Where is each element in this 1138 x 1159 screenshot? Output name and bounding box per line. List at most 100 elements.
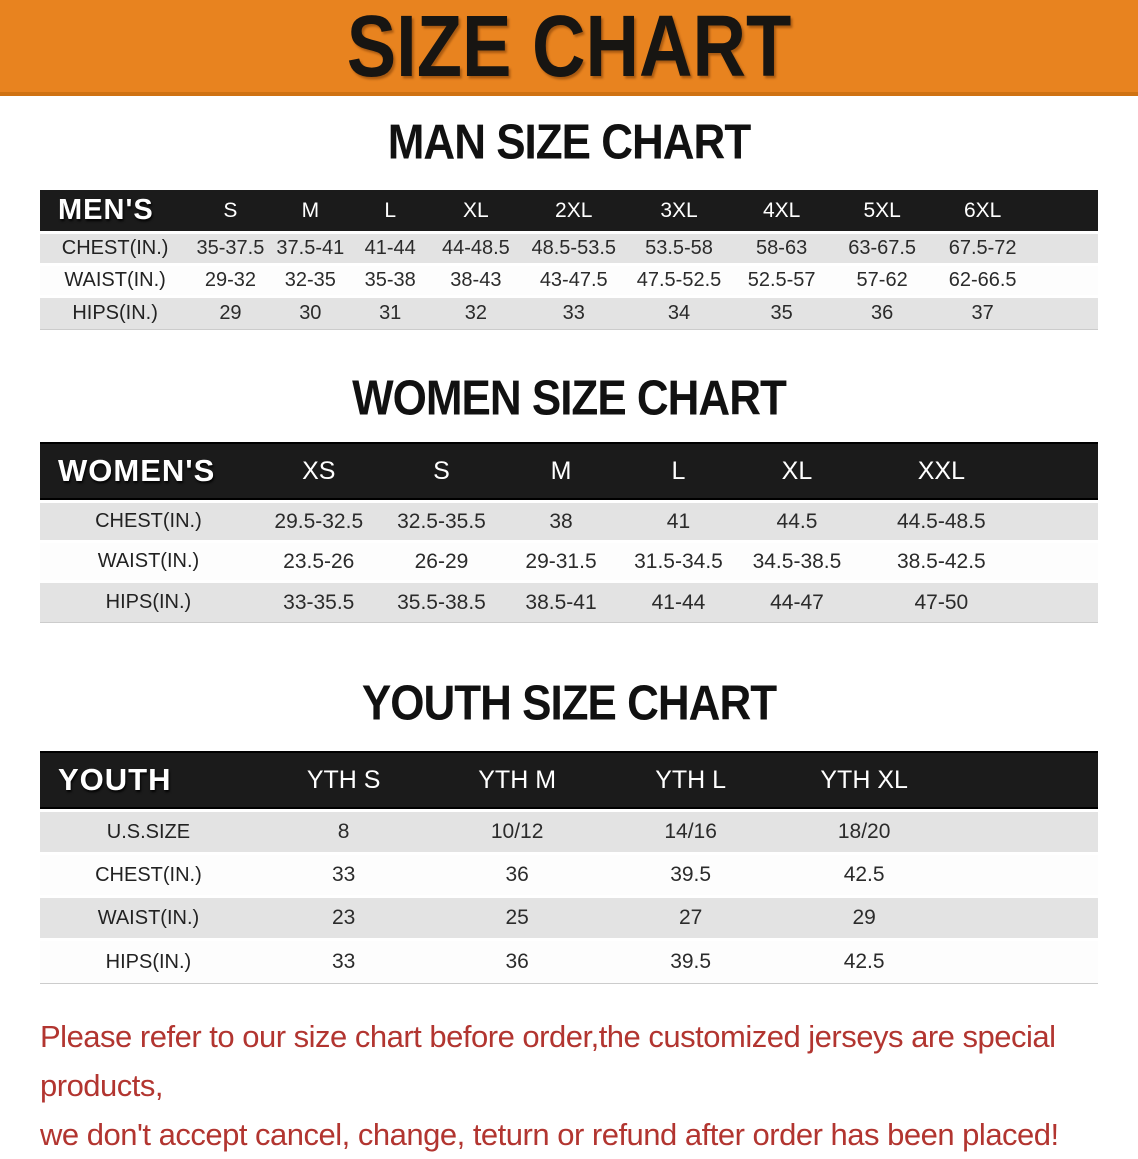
spacer-cell — [950, 855, 1098, 898]
size-value-cell: 44-47 — [737, 583, 857, 623]
row-label-cell: WAIST(IN.) — [40, 543, 257, 583]
size-value-cell: 52.5-57 — [731, 266, 832, 298]
column-header-cell: 5XL — [831, 190, 933, 234]
size-value-cell: 25 — [430, 898, 604, 941]
size-value-cell: 26-29 — [380, 543, 503, 583]
size-value-cell: 38-43 — [430, 266, 522, 298]
men-table-label: MEN'S — [40, 190, 191, 234]
table-row: U.S.SIZE 8 10/12 14/16 18/20 — [40, 812, 1098, 855]
column-header-cell: 3XL — [626, 190, 732, 234]
youth-section-heading-text: YOUTH SIZE CHART — [361, 676, 777, 731]
size-value-cell: 33-35.5 — [256, 583, 381, 623]
row-label-cell: CHEST(IN.) — [40, 855, 257, 898]
column-header-cell: YTH S — [256, 751, 431, 812]
size-value-cell: 44-48.5 — [430, 234, 522, 266]
size-value-cell: 8 — [256, 812, 431, 855]
size-value-cell: 35 — [731, 298, 832, 330]
column-header-cell: S — [190, 190, 271, 234]
disclaimer-line-2: we don't accept cancel, change, teturn o… — [40, 1117, 1059, 1152]
column-header-cell: YTH L — [603, 751, 778, 812]
size-value-cell: 34 — [626, 298, 732, 330]
youth-section-heading: YOUTH SIZE CHART — [0, 676, 1138, 731]
women-section-heading: WOMEN SIZE CHART — [0, 371, 1138, 426]
size-value-cell: 29-31.5 — [502, 543, 620, 583]
spacer-cell — [1026, 583, 1098, 623]
size-value-cell: 62-66.5 — [932, 266, 1033, 298]
spacer-cell — [1026, 442, 1098, 503]
size-value-cell: 29 — [777, 898, 951, 941]
table-row: WAIST(IN.) 23 25 27 29 — [40, 898, 1098, 941]
size-value-cell: 38 — [502, 503, 620, 543]
size-value-cell: 38.5-42.5 — [856, 543, 1026, 583]
column-header-cell: YTH XL — [777, 751, 951, 812]
man-size-table-container: MEN'S S M L XL 2XL 3XL 4XL 5XL 6XL CHEST(IN.) 35-37… — [0, 190, 1138, 330]
spacer-cell — [950, 898, 1098, 941]
spacer-cell — [1026, 543, 1098, 583]
size-value-cell: 53.5-58 — [626, 234, 732, 266]
women-table-label: WOMEN'S — [40, 442, 257, 503]
size-value-cell: 33 — [256, 855, 431, 898]
row-label-cell: HIPS(IN.) — [40, 298, 191, 330]
men-size-table: MEN'S S M L XL 2XL 3XL 4XL 5XL 6XL CHEST(IN.) 35-37… — [40, 190, 1098, 330]
size-value-cell: 29-32 — [190, 266, 271, 298]
women-section-heading-text: WOMEN SIZE CHART — [352, 371, 787, 426]
man-section-heading-text: MAN SIZE CHART — [387, 115, 751, 170]
size-value-cell: 32 — [430, 298, 522, 330]
table-row: CHEST(IN.) 35-37.5 37.5-41 41-44 44-48.5 48.5… — [40, 234, 1098, 266]
table-row: HIPS(IN.) 33-35.5 35.5-38.5 38.5-41 41-44 44-… — [40, 583, 1098, 623]
spacer-cell — [950, 941, 1098, 984]
size-value-cell: 23 — [256, 898, 431, 941]
women-header-row: WOMEN'S XS S M L XL XXL — [40, 442, 1098, 503]
women-size-table-container: WOMEN'S XS S M L XL XXL CHEST(IN.) 29.5-32.5 32.5… — [0, 442, 1138, 623]
size-value-cell: 42.5 — [777, 855, 951, 898]
row-label-cell: CHEST(IN.) — [40, 234, 191, 266]
women-size-table: WOMEN'S XS S M L XL XXL CHEST(IN.) 29.5-32.5 32.5… — [40, 442, 1098, 623]
spacer-cell — [1032, 266, 1098, 298]
size-value-cell: 38.5-41 — [502, 583, 620, 623]
size-value-cell: 57-62 — [831, 266, 933, 298]
table-row: HIPS(IN.) 29 30 31 32 33 34 35 36 37 — [40, 298, 1098, 330]
size-value-cell: 33 — [521, 298, 627, 330]
size-value-cell: 18/20 — [777, 812, 951, 855]
column-header-cell: 4XL — [731, 190, 832, 234]
spacer-cell — [1032, 190, 1098, 234]
size-value-cell: 47.5-52.5 — [626, 266, 732, 298]
size-chart-banner: SIZE CHART — [0, 0, 1138, 96]
size-value-cell: 30 — [270, 298, 350, 330]
size-value-cell: 32.5-35.5 — [380, 503, 503, 543]
size-value-cell: 41-44 — [349, 234, 431, 266]
man-section-heading: MAN SIZE CHART — [0, 115, 1138, 170]
size-value-cell: 32-35 — [270, 266, 350, 298]
size-value-cell: 29.5-32.5 — [256, 503, 381, 543]
youth-table-label: YOUTH — [40, 751, 257, 812]
size-value-cell: 31.5-34.5 — [619, 543, 738, 583]
table-row: CHEST(IN.) 29.5-32.5 32.5-35.5 38 41 44.5 44.5… — [40, 503, 1098, 543]
row-label-cell: HIPS(IN.) — [40, 583, 257, 623]
size-value-cell: 63-67.5 — [831, 234, 933, 266]
row-label-cell: CHEST(IN.) — [40, 503, 257, 543]
size-value-cell: 35-38 — [349, 266, 431, 298]
size-value-cell: 44.5-48.5 — [856, 503, 1026, 543]
column-header-cell: L — [619, 442, 738, 503]
table-row: WAIST(IN.) 29-32 32-35 35-38 38-43 43-47.5 47.… — [40, 266, 1098, 298]
size-value-cell: 37.5-41 — [270, 234, 350, 266]
size-value-cell: 43-47.5 — [521, 266, 627, 298]
size-value-cell: 33 — [256, 941, 431, 984]
size-value-cell: 31 — [349, 298, 431, 330]
disclaimer-line-1: Please refer to our size chart before or… — [40, 1019, 1056, 1103]
disclaimer-text: Please refer to our size chart before or… — [40, 1012, 1118, 1159]
size-value-cell: 36 — [831, 298, 933, 330]
size-value-cell: 23.5-26 — [256, 543, 381, 583]
column-header-cell: L — [349, 190, 431, 234]
column-header-cell: S — [380, 442, 503, 503]
table-row: HIPS(IN.) 33 36 39.5 42.5 — [40, 941, 1098, 984]
size-value-cell: 41 — [619, 503, 738, 543]
column-header-cell: XL — [737, 442, 857, 503]
column-header-cell: 2XL — [521, 190, 627, 234]
row-label-cell: HIPS(IN.) — [40, 941, 257, 984]
column-header-cell: 6XL — [932, 190, 1033, 234]
table-row: CHEST(IN.) 33 36 39.5 42.5 — [40, 855, 1098, 898]
size-value-cell: 36 — [430, 941, 604, 984]
size-value-cell: 10/12 — [430, 812, 604, 855]
spacer-cell — [1026, 503, 1098, 543]
